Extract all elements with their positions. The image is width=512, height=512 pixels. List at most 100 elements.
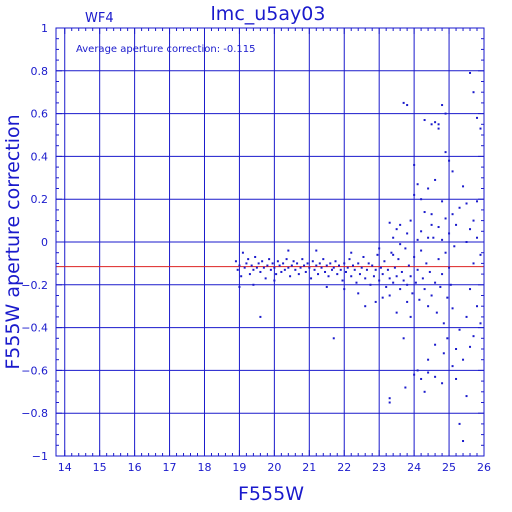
data-point <box>331 268 334 271</box>
data-point <box>455 223 458 226</box>
data-point <box>448 159 451 162</box>
data-point <box>416 238 419 241</box>
data-point <box>393 266 396 269</box>
data-point <box>400 270 403 273</box>
data-point <box>404 386 407 389</box>
data-point <box>469 71 472 74</box>
data-point <box>434 121 437 124</box>
y-tick-label: 0.4 <box>31 150 49 163</box>
x-tick-label: 15 <box>93 461 107 474</box>
data-point <box>441 200 444 203</box>
data-point <box>392 236 395 239</box>
data-point <box>355 281 358 284</box>
data-point <box>275 273 278 276</box>
data-point <box>476 236 479 239</box>
data-point <box>469 288 472 291</box>
data-point <box>409 219 412 222</box>
data-point <box>427 358 430 361</box>
data-point <box>367 262 370 265</box>
data-point <box>406 300 409 303</box>
data-point <box>236 268 239 271</box>
data-point <box>407 264 410 267</box>
data-point <box>287 249 290 252</box>
data-point <box>357 262 360 265</box>
data-point <box>374 268 377 271</box>
data-point <box>325 285 328 288</box>
data-point <box>444 217 447 220</box>
data-point <box>294 268 297 271</box>
data-point <box>388 401 391 404</box>
data-point <box>444 151 447 154</box>
data-point <box>399 288 402 291</box>
data-point <box>451 213 454 216</box>
data-point <box>435 311 438 314</box>
data-point <box>402 101 405 104</box>
data-point <box>479 322 482 325</box>
data-point <box>311 260 314 263</box>
data-point <box>376 253 379 256</box>
data-point <box>437 123 440 126</box>
data-point <box>259 315 262 318</box>
data-point <box>442 322 445 325</box>
data-point <box>472 219 475 222</box>
data-point <box>458 422 461 425</box>
data-point <box>315 264 318 267</box>
data-point <box>351 264 354 267</box>
data-point <box>441 104 444 107</box>
data-point <box>413 255 416 258</box>
data-point <box>439 285 442 288</box>
data-point <box>268 258 271 261</box>
data-point <box>465 241 468 243</box>
data-point <box>449 283 452 286</box>
data-point <box>462 440 465 443</box>
data-point <box>434 375 437 378</box>
data-point <box>395 228 398 231</box>
data-point <box>465 315 468 318</box>
y-axis-label: F555W aperture correction <box>2 114 24 369</box>
data-point <box>343 288 346 291</box>
data-point <box>397 258 400 261</box>
data-point <box>255 266 258 269</box>
data-point <box>423 288 426 291</box>
data-point <box>434 343 437 346</box>
data-point <box>357 292 360 295</box>
data-point <box>378 247 381 250</box>
data-point <box>432 236 435 239</box>
data-point <box>332 337 335 340</box>
data-point <box>388 221 391 224</box>
data-point <box>250 264 253 267</box>
chart-title: lmc_u5ay03 <box>211 3 326 25</box>
data-point <box>374 300 377 303</box>
y-tick-labels: −1 −0.8 −0.6 −0.4 −0.2 0 0.2 0.4 0.6 0.8 1 <box>21 22 48 463</box>
data-point <box>472 262 475 265</box>
data-point <box>308 266 311 269</box>
data-point <box>353 268 356 271</box>
data-point <box>362 255 365 258</box>
panel-label: WF4 <box>85 11 114 26</box>
data-point <box>364 305 367 308</box>
y-tick-label: 0.8 <box>31 65 49 78</box>
data-point <box>386 268 389 271</box>
data-point <box>416 369 419 372</box>
data-point <box>360 266 363 269</box>
data-point <box>365 268 368 271</box>
data-point <box>372 275 375 278</box>
x-tick-labels: 14 15 16 17 18 19 20 21 22 23 24 25 26 <box>58 461 491 474</box>
data-point <box>346 266 349 269</box>
x-tick-label: 25 <box>442 461 456 474</box>
data-point <box>441 273 444 276</box>
data-point <box>276 260 279 263</box>
x-tick-label: 21 <box>302 461 316 474</box>
y-tick-label: 1 <box>41 22 48 35</box>
data-point <box>395 275 398 278</box>
data-point <box>269 268 272 271</box>
data-point <box>465 395 468 398</box>
data-point <box>341 279 344 282</box>
data-point <box>409 315 412 318</box>
data-point <box>350 251 353 254</box>
data-point <box>472 91 475 94</box>
data-point <box>479 127 482 130</box>
data-point <box>297 273 300 276</box>
data-point <box>451 170 454 173</box>
data-point <box>388 277 391 280</box>
